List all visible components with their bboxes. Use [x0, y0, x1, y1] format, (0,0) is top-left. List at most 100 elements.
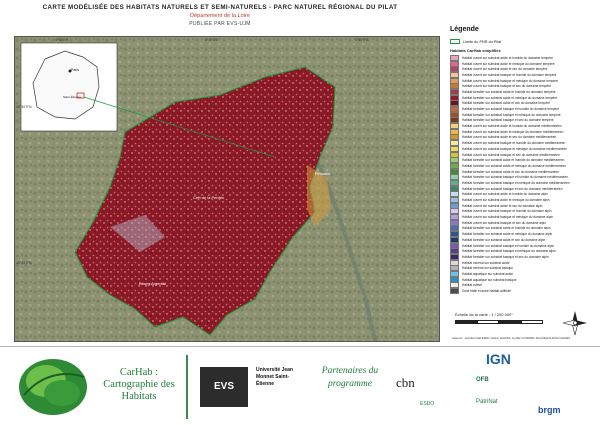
legend-swatch: [450, 271, 459, 277]
legend-item-label: Habitat ouvert sur substrat acide et més…: [462, 198, 550, 203]
legend-item: Habitat ouvert sur substrat basique et s…: [450, 219, 596, 226]
legend-item-label: Habitat ouvert sur substrat basique et m…: [462, 146, 567, 151]
legend-item: Habitat forestier sur substrat basique e…: [450, 185, 596, 192]
north-arrow-icon: [562, 311, 587, 336]
carhab-title: CarHab : Cartographie des Habitats: [103, 367, 175, 402]
legend-item-label: Habitat forestier sur substrat acide et …: [462, 232, 553, 237]
legend-swatch: [450, 151, 459, 158]
legend-item-label: Habitat aquatique sur substrat basique: [462, 277, 517, 282]
legend-item-label: Habitat ouvert sur substrat acide et més…: [462, 61, 555, 66]
logo-patrinat: PatriNat: [476, 399, 498, 405]
legend-item: Habitat forestier sur substrat acide et …: [450, 163, 596, 169]
legend-item: Habitat minéral sur substrat basique: [450, 265, 596, 272]
legend-item-label: Habitat ouvert sur substrat acide et hum…: [462, 124, 562, 129]
logo-cbn: cbn: [396, 375, 415, 390]
legend-swatch: [450, 219, 459, 226]
inset-label-saint-etienne: Saint-Étienne: [63, 95, 82, 99]
legend-item: Habitat minéral sur substrat acide: [450, 259, 596, 266]
legend-item-label: Habitat forestier sur substrat basique e…: [462, 254, 549, 259]
legend-swatch: [450, 248, 459, 255]
legend-item: Habitat cultivé: [450, 282, 596, 289]
inset-label-paris: Paris: [71, 68, 79, 72]
legend-item-label: Habitat forestier sur substrat basique e…: [462, 186, 563, 191]
legend-item: Habitat forestier sur substrat basique e…: [450, 254, 596, 260]
legend-item-label: Habitat forestier sur substrat basique e…: [462, 175, 568, 180]
legend-swatch: [450, 265, 459, 272]
legend-swatch: [450, 202, 459, 209]
map-view[interactable]: 4°30'0"E 4°40'0"E 4°50'0"E 45°30'0"N 45°…: [14, 36, 440, 342]
legend-item: Habitat forestier sur substrat basique e…: [450, 174, 596, 181]
legend-item: Habitat ouvert sur substrat basique et m…: [450, 146, 596, 152]
place-label-bourg-argental: Bourg-Argental: [139, 281, 166, 286]
legend-swatch: [450, 123, 459, 129]
legend-item: Habitat ouvert sur substrat basique et h…: [450, 72, 596, 78]
legend-item: Habitat forestier sur substrat acide et …: [450, 89, 596, 95]
legend-swatch: [450, 168, 459, 175]
legend-item-label: Habitat ouvert sur substrat basique et s…: [462, 84, 551, 89]
coord-left-2: 45°20'0"N: [16, 261, 32, 265]
map-canvas: [15, 37, 439, 341]
legend-item-label: Habitat forestier sur substrat basique e…: [462, 180, 570, 185]
legend-perimeter-label: Limite du PNR du Pilat: [463, 39, 502, 44]
legend-item-label: Habitat forestier sur substrat acide et …: [462, 226, 551, 231]
legend-swatch: [450, 77, 459, 84]
logo-ofb: OFB: [476, 377, 489, 383]
legend-swatch: [450, 117, 459, 124]
legend-item-label: Habitat forestier sur substrat acide et …: [462, 158, 565, 163]
legend-swatch: [450, 106, 459, 112]
legend-item: Habitat ouvert sur substrat acide et hum…: [450, 55, 596, 61]
legend-swatch: [450, 231, 459, 237]
legend-item-label: Habitat minéral sur substrat acide: [462, 260, 510, 265]
legend-swatch: [450, 100, 459, 107]
legend-item-label: Habitat forestier sur substrat acide et …: [462, 237, 546, 242]
legend-item-label: Habitat forestier sur substrat basique e…: [462, 107, 560, 112]
legend-swatch: [450, 174, 459, 181]
coord-left-1: 45°30'0"N: [16, 105, 32, 109]
legend-swatch: [450, 225, 459, 232]
legend-swatch: [450, 111, 459, 118]
legend-item: Habitat ouvert sur substrat acide et més…: [450, 197, 596, 203]
coord-top-3: 4°50'0"E: [355, 38, 369, 42]
legend-item-label: Habitat forestier sur substrat basique e…: [462, 243, 555, 248]
perimeter-swatch: [450, 39, 460, 44]
pnr-pilat-habitat-area[interactable]: [74, 66, 336, 336]
legend-item-label: Habitat minéral sur substrat basique: [462, 266, 514, 271]
legend-swatch: [450, 157, 459, 164]
rhone-river: [313, 156, 377, 341]
legend-item: Habitat ouvert sur substrat basique et m…: [450, 214, 596, 220]
legend-item-label: Habitat aquatique sur substrat acide: [462, 271, 514, 276]
legend-item: Habitat ouvert sur substrat basique et s…: [450, 151, 596, 158]
legend-swatch: [450, 276, 459, 283]
scale-segment: [477, 320, 499, 324]
coord-top-1: 4°30'0"E: [55, 38, 69, 42]
legend-item-label: Habitat ouvert sur substrat acide et hum…: [462, 192, 548, 197]
legend-item-label: Habitat ouvert sur substrat acide et hum…: [462, 55, 553, 60]
legend-item: Habitat aquatique sur substrat acide: [450, 271, 596, 277]
legend-item: Habitat forestier sur substrat basique e…: [450, 248, 596, 255]
legend-item-label: Zone bâtie et autre habitat artificiel: [462, 289, 511, 294]
legend-swatch: [450, 134, 459, 141]
map-subtitle: Département de la Loire: [189, 13, 250, 19]
legend-swatch: [450, 140, 459, 146]
scale-segment: [499, 320, 521, 324]
legend-item: Habitat forestier sur substrat acide et …: [450, 231, 596, 237]
legend-item: Habitat ouvert sur substrat acide et més…: [450, 128, 596, 135]
legend-item-label: Habitat forestier sur substrat basique e…: [462, 118, 554, 123]
legend-swatch: [450, 55, 459, 61]
legend-item: Habitat forestier sur substrat basique e…: [450, 111, 596, 118]
legend-swatch: [450, 94, 459, 101]
legend-swatch: [450, 163, 459, 169]
legend-item-label: Habitat ouvert sur substrat basique et m…: [462, 78, 559, 83]
legend-item-label: Habitat ouvert sur substrat acide et sec…: [462, 203, 543, 208]
legend-item-label: Habitat cultivé: [462, 283, 483, 288]
paris-point: [68, 69, 72, 73]
legend-item: Habitat ouvert sur substrat acide et hum…: [450, 123, 596, 129]
legend-items: Habitat ouvert sur substrat acide et hum…: [450, 55, 596, 294]
legend-item: Habitat forestier sur substrat basique e…: [450, 242, 596, 249]
logo-esdo: ESDO: [420, 401, 435, 407]
scale-segment: [521, 320, 543, 324]
place-label-pelussin: Pélussin: [315, 171, 331, 176]
scale-label: Échelle de la carte : 1 / 200 000°: [455, 312, 513, 317]
inset-locator-box: [76, 92, 85, 99]
legend-item-label: Habitat ouvert sur substrat basique et m…: [462, 215, 554, 220]
